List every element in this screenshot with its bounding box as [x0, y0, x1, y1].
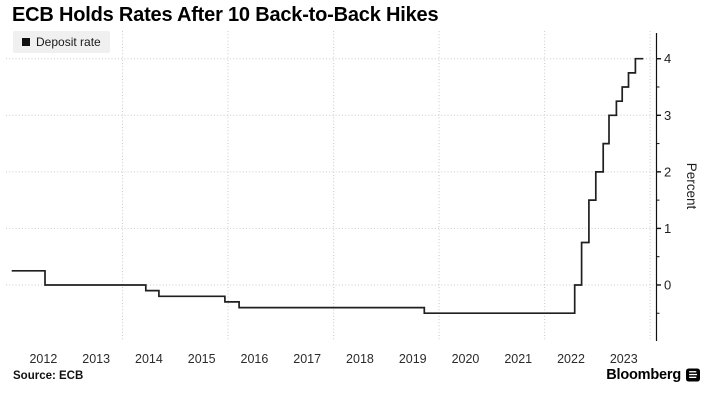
legend-label: Deposit rate [36, 35, 101, 49]
legend-swatch-icon [22, 38, 30, 46]
x-tick-label: 2014 [135, 352, 163, 366]
x-tick-label: 2012 [29, 352, 57, 366]
bloomberg-brand: Bloomberg [606, 367, 700, 383]
x-tick-label: 2016 [241, 352, 269, 366]
y-tick-label: 3 [664, 108, 671, 123]
x-tick-label: 2015 [188, 352, 216, 366]
chart-title: ECB Holds Rates After 10 Back-to-Back Hi… [12, 4, 439, 26]
x-tick-label: 2019 [399, 352, 427, 366]
x-tick-label: 2020 [452, 352, 480, 366]
bloomberg-logo-icon [686, 368, 700, 382]
legend-chip: Deposit rate [13, 31, 110, 53]
deposit-rate-line [11, 57, 644, 315]
source-credit: Source: ECB [13, 370, 84, 382]
x-tick-label: 2013 [82, 352, 110, 366]
y-tick-label: 2 [664, 164, 671, 179]
bloomberg-wordmark: Bloomberg [606, 367, 681, 383]
x-tick-label: 2021 [504, 352, 532, 366]
x-tick-label: 2023 [610, 352, 638, 366]
x-tick-label: 2017 [293, 352, 321, 366]
x-tick-label: 2022 [557, 352, 585, 366]
y-axis-title: Percent [684, 163, 699, 210]
y-tick-label: 0 [664, 277, 671, 292]
x-tick-label: 2018 [346, 352, 374, 366]
y-tick-label: 4 [664, 51, 671, 66]
y-tick-label: 1 [664, 221, 671, 236]
